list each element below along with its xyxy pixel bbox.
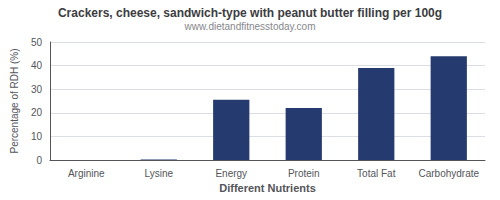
svg-text:30: 30: [31, 84, 43, 95]
svg-text:40: 40: [31, 60, 43, 71]
svg-text:www.dietandfitnesstoday.com: www.dietandfitnesstoday.com: [184, 21, 316, 32]
svg-text:Arginine: Arginine: [68, 168, 105, 179]
svg-text:50: 50: [31, 37, 43, 48]
svg-text:Total Fat: Total Fat: [357, 168, 396, 179]
svg-text:10: 10: [31, 131, 43, 142]
svg-text:Percentage of RDH (%): Percentage of RDH (%): [9, 48, 20, 153]
svg-text:Protein: Protein: [288, 168, 320, 179]
svg-text:Energy: Energy: [215, 168, 247, 179]
svg-text:20: 20: [31, 107, 43, 118]
svg-text:Carbohydrate: Carbohydrate: [418, 168, 479, 179]
svg-text:0: 0: [36, 155, 42, 166]
svg-text:Different Nutrients: Different Nutrients: [219, 182, 316, 194]
svg-text:Lysine: Lysine: [144, 168, 173, 179]
svg-text:Crackers, cheese, sandwich-typ: Crackers, cheese, sandwich-type with pea…: [58, 6, 442, 20]
